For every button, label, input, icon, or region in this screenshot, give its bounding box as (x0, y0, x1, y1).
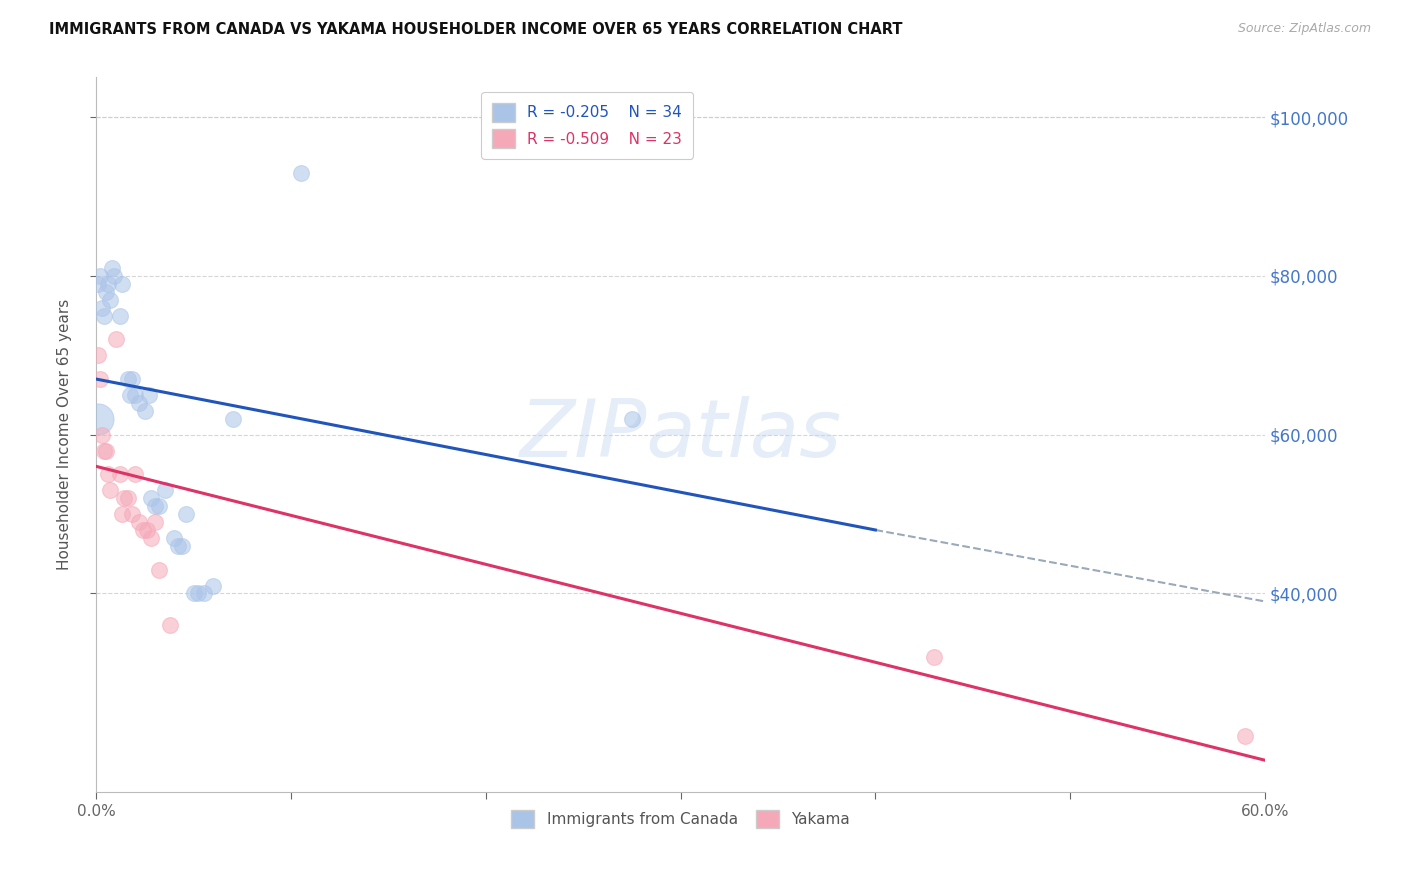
Point (101, 260, 124, 275)
Text: IMMIGRANTS FROM CANADA VS YAKAMA HOUSEHOLDER INCOME OVER 65 YEARS CORRELATION CH: IMMIGRANTS FROM CANADA VS YAKAMA HOUSEHO… (49, 22, 903, 37)
Point (98, 293, 121, 307)
Point (183, 586, 205, 600)
Point (118, 388, 141, 402)
Point (148, 563, 170, 577)
Point (97, 467, 120, 482)
Point (290, 166, 312, 180)
Point (91, 427, 114, 442)
Point (143, 515, 166, 529)
Point (117, 491, 139, 506)
Point (139, 491, 162, 506)
Point (143, 499, 166, 513)
Legend: Immigrants from Canada, Yakama: Immigrants from Canada, Yakama (505, 804, 856, 834)
Point (138, 388, 160, 402)
Point (187, 586, 209, 600)
Point (139, 531, 162, 545)
Point (91, 301, 114, 315)
Text: ZIPatlas: ZIPatlas (520, 396, 842, 474)
Point (148, 499, 170, 513)
Point (111, 277, 134, 291)
Point (174, 507, 197, 521)
Point (222, 412, 245, 426)
Point (96, 285, 118, 299)
Point (93, 443, 115, 458)
Point (136, 523, 159, 537)
Point (97, 277, 120, 291)
Point (124, 467, 146, 482)
Point (159, 618, 181, 632)
Point (172, 539, 194, 553)
Point (124, 388, 146, 402)
Point (87, 348, 110, 362)
Point (98, 483, 121, 498)
Point (117, 372, 139, 386)
Point (922, 650, 945, 665)
Point (112, 491, 135, 506)
Point (202, 578, 225, 592)
Point (121, 507, 143, 521)
Point (128, 515, 150, 529)
Text: Source: ZipAtlas.com: Source: ZipAtlas.com (1237, 22, 1371, 36)
Point (104, 333, 127, 347)
Point (134, 404, 156, 418)
Point (103, 268, 125, 283)
Point (193, 586, 215, 600)
Point (167, 539, 190, 553)
Y-axis label: Householder Income Over 65 years: Householder Income Over 65 years (58, 299, 72, 570)
Point (128, 396, 150, 410)
Point (108, 467, 131, 482)
Point (121, 372, 143, 386)
Point (87, 412, 110, 426)
Point (108, 309, 131, 323)
Point (163, 531, 186, 545)
Point (89, 268, 111, 283)
Point (93, 309, 115, 323)
Point (132, 523, 155, 537)
Point (89, 372, 111, 386)
Point (87, 277, 110, 291)
Point (153, 483, 176, 498)
Point (1234, 730, 1257, 744)
Point (96, 443, 118, 458)
Point (620, 412, 643, 426)
Point (111, 507, 134, 521)
